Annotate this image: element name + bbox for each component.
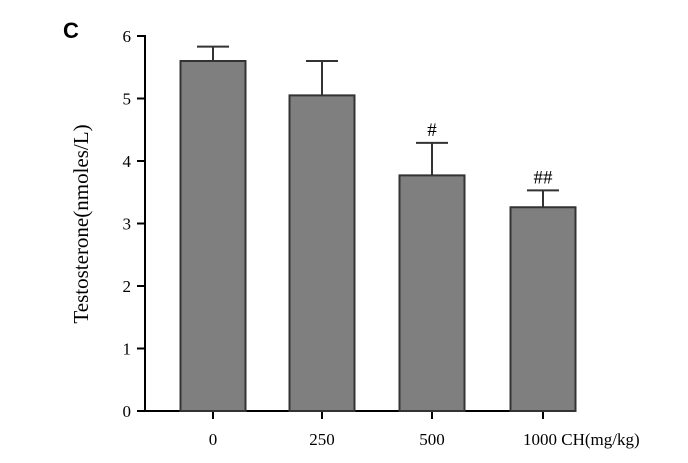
significance-mark: # — [427, 120, 437, 141]
x-tick-label: 250 — [309, 430, 335, 449]
y-tick-label: 1 — [123, 340, 132, 359]
y-tick-label: 3 — [123, 215, 132, 234]
significance-annotations: ### — [427, 120, 553, 189]
bar-250 — [288, 94, 356, 412]
y-axis: 0 1 2 3 4 5 6 — [123, 27, 146, 421]
significance-mark: ## — [534, 167, 554, 188]
bar-0 — [179, 60, 247, 412]
y-tick-label: 5 — [123, 90, 132, 109]
x-tick-label: 1000 CH(mg/kg) — [523, 430, 640, 449]
x-tick-label: 0 — [209, 430, 218, 449]
bars — [179, 60, 577, 412]
y-axis-title: Testosterone(nmoles/L) — [69, 124, 93, 323]
y-tick-label: 0 — [123, 402, 132, 421]
x-axis: 0 250 500 1000 CH(mg/kg) — [145, 410, 640, 449]
x-tick-label: 500 — [419, 430, 445, 449]
y-tick-label: 2 — [123, 277, 132, 296]
bar-1000 — [509, 206, 577, 412]
panel-label: C — [63, 18, 79, 43]
bar-500 — [398, 174, 466, 412]
y-tick-label: 4 — [123, 152, 132, 171]
error-bars — [197, 45, 559, 208]
y-tick-label: 6 — [123, 27, 132, 46]
